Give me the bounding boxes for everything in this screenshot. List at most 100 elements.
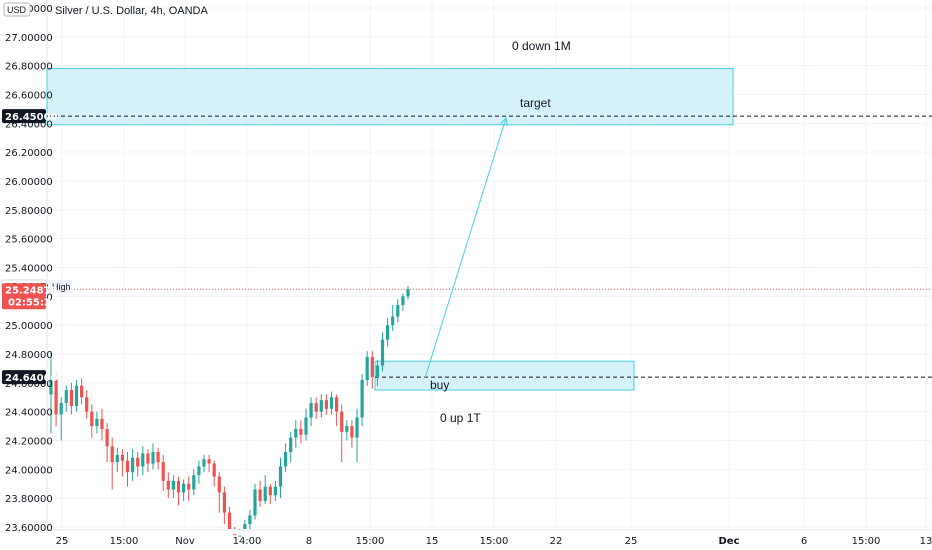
candle [391,304,395,331]
candle [171,475,175,499]
y-tick-label: 26.80000 [5,62,53,73]
x-tick-label: 13 [920,536,932,547]
candle [227,506,232,529]
svg-text:25.24875: 25.24875 [5,285,58,296]
candle [360,374,364,427]
candle [396,299,400,323]
svg-text:High: High [52,282,71,292]
candle [49,351,53,434]
y-tick-label: 25.00000 [5,321,53,332]
candle [309,397,313,427]
y-tick-label: 24.80000 [5,350,53,361]
candle [278,457,283,499]
candle [156,447,160,470]
y-tick-label: 25.40000 [5,264,53,275]
y-tick-label: 26.40000 [5,119,53,130]
candle [141,446,145,476]
projection-arrow[interactable] [424,117,507,379]
candle [268,483,272,504]
time-axis[interactable]: 25 15:00 Nov 14:00 8 15:00 15 15:00 22 25 Dec 6 15:0… [56,536,932,547]
candle [248,509,252,529]
target-zone[interactable] [46,68,734,126]
candle [182,479,186,502]
x-tick-label: 15:00 [110,536,139,547]
x-tick-label: 8 [306,536,312,547]
buy-level-tag: 24.64000 [2,370,58,385]
candle [386,317,390,347]
y-tick-label: 26.00000 [5,177,53,188]
y-tick-label: 26.20000 [5,148,53,159]
x-tick-label: 22 [550,536,563,547]
candle [207,454,211,473]
candle [289,431,293,463]
candle [110,437,114,490]
candle [105,423,109,463]
y-tick-label: 24.60000 [5,379,53,390]
buy-zone[interactable] [374,360,635,391]
buy-zone-label: buy [430,378,449,392]
candle [380,332,385,372]
candle [136,452,140,477]
candle [197,460,201,484]
candle [59,397,63,441]
x-tick-label: 15:00 [480,536,509,547]
candle [329,391,334,415]
candle [365,351,369,386]
candle [294,420,298,448]
candle [263,475,267,504]
candle [90,404,94,438]
x-tick-label: 14:00 [233,536,262,547]
x-tick-label: Nov [175,536,195,547]
svg-text:24.64000: 24.64000 [5,373,58,384]
x-tick-label: 15 [426,536,439,547]
candle [233,527,237,536]
candle [238,529,242,537]
note-bottom: 0 up 1T [440,411,481,425]
candle [299,420,303,444]
candle [120,449,124,477]
candle [54,374,58,427]
candle [258,480,262,507]
x-tick-label: 15:00 [356,536,385,547]
candle [350,420,354,448]
candle [401,293,405,311]
y-tick-label: 26.60000 [5,91,53,102]
y-tick-label: 23.60000 [5,523,53,534]
candle [192,469,196,496]
y-tick-label: 24.00000 [5,465,53,476]
candle [212,460,216,487]
candle [69,382,73,415]
candle [161,454,165,491]
price-axis[interactable]: 27.2000027.0000026.8000026.6000026.40000… [5,4,53,534]
candle [345,420,349,441]
candle [64,385,68,412]
x-tick-label: 25 [56,536,69,547]
candle [131,449,135,481]
candle [370,351,374,389]
last-price-tag: 25.24875 02:55:23 [2,283,58,310]
candle [80,378,84,405]
candle [187,476,191,502]
symbol-title: Silver / U.S. Dollar, 4h, OANDA [55,5,208,17]
candle [151,443,155,470]
target-level-tag: 26.45000 [2,109,58,124]
x-tick-label: 6 [801,536,807,547]
projection-arrow-head [500,117,508,127]
candle [166,472,170,499]
y-tick-label: 24.40000 [5,408,53,419]
x-tick-label: 15:00 [852,536,881,547]
currency-badge[interactable]: USD [3,2,31,17]
candle [253,483,257,520]
candle [355,408,359,463]
candles-group [49,286,410,537]
note-top: 0 down 1M [512,39,571,53]
candle [100,408,104,441]
y-tick-label: 25.60000 [5,235,53,246]
candle [340,404,344,463]
candle [222,486,226,525]
candle [95,411,99,434]
candle [284,443,288,473]
candle [115,447,119,473]
x-tick-label: Dec [718,536,739,547]
